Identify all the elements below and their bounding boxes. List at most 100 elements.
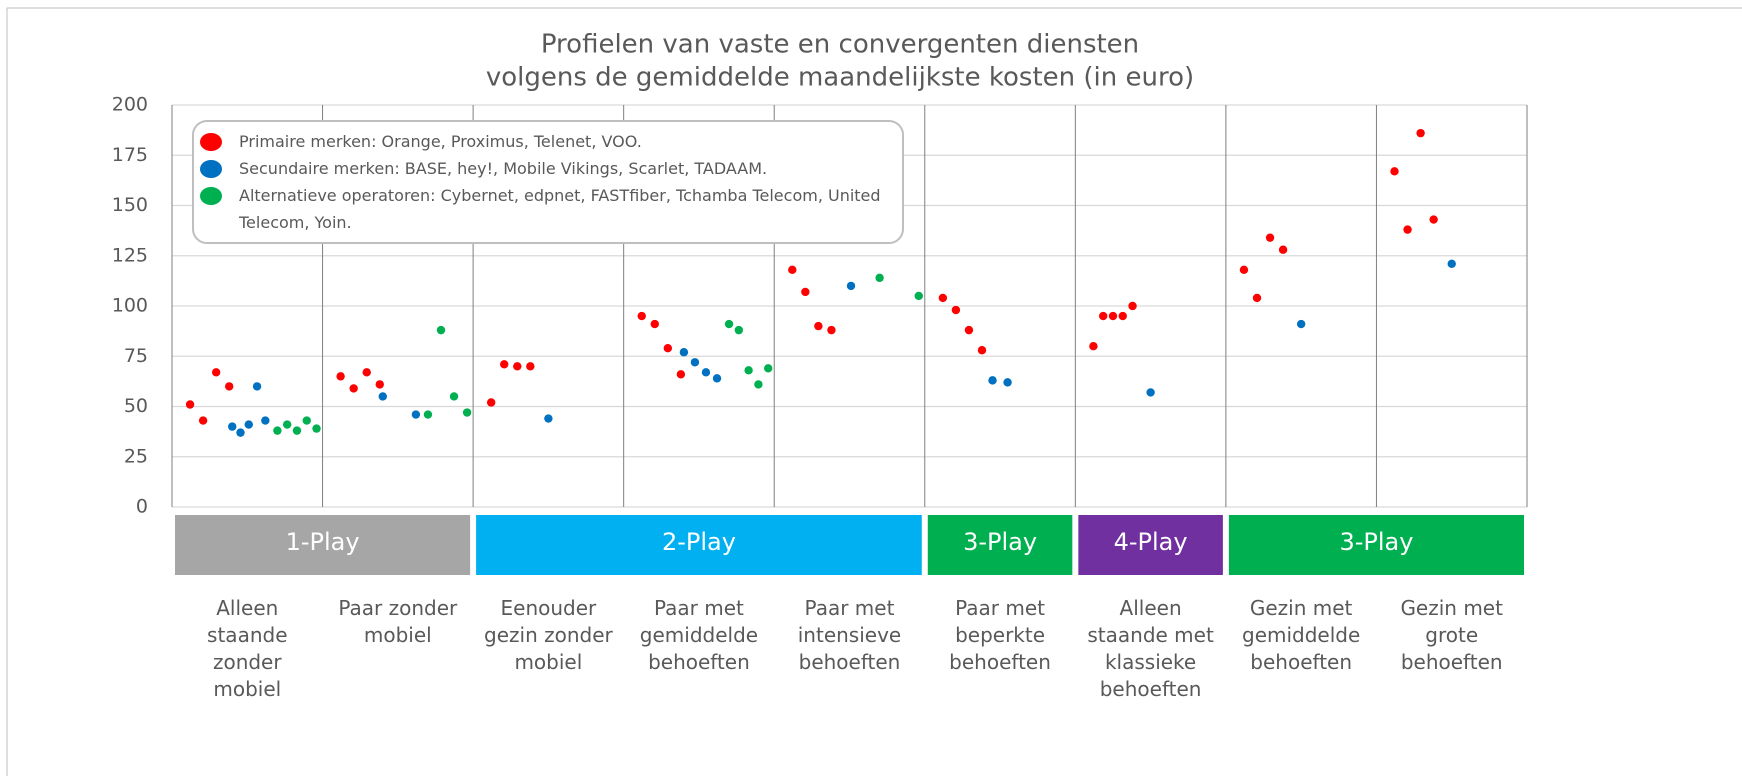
category-label: Eenouder gezin zonder mobiel [484,596,613,674]
point [252,382,262,391]
y-tick-label: 50 [124,395,148,417]
group-label: 2-Play [662,528,736,556]
group-bar [1228,515,1524,575]
point [244,420,253,429]
point [462,408,472,417]
legend-label: Primaire merken: Orange, Proximus, Telen… [239,132,642,151]
point [1003,378,1012,387]
point [1265,233,1275,242]
point [690,358,700,367]
point [423,410,433,419]
point [185,400,195,409]
point [1390,167,1399,176]
chart-title: volgens de gemiddelde maandelijkste kost… [486,63,1194,93]
point [273,426,282,435]
category-label: Alleen staande zonder mobiel [207,596,288,701]
point [701,368,711,377]
y-tick-label: 175 [112,144,148,166]
point [486,398,496,407]
point [1252,293,1262,303]
point [312,424,321,433]
y-tick-label: 75 [124,345,148,367]
point [964,325,974,335]
point [500,360,509,369]
category-label: Paar met gemiddelde behoeften [639,596,759,674]
point [1296,319,1306,329]
point [875,273,884,283]
point [827,325,836,335]
point [754,380,763,389]
group-label: 4-Play [1114,528,1188,556]
y-tick-label: 125 [112,244,148,266]
point [302,416,311,425]
point [211,368,221,377]
group-label: 3-Play [1339,528,1413,556]
point [1108,311,1118,321]
point [544,414,553,423]
group-label: 1-Play [286,528,360,556]
point [637,311,646,321]
point [449,392,459,401]
point [801,287,810,297]
category-label: Gezin met grote behoeften [1400,596,1503,674]
point [1089,342,1098,351]
legend-swatch [200,133,222,151]
legend-swatch [200,160,222,178]
point [914,291,923,301]
category-label: Paar met intensieve behoeften [797,596,902,674]
point [744,366,753,375]
group-bar [927,515,1073,575]
point [1128,301,1137,311]
point [788,265,797,275]
point [663,344,673,353]
point [650,319,659,329]
point [814,321,823,331]
y-tick-label: 0 [136,496,148,518]
legend-swatch [200,187,222,205]
point [679,348,689,357]
point [282,420,292,429]
point [988,376,997,385]
point [336,372,345,381]
point [1239,265,1249,275]
point [378,392,387,401]
point [764,364,773,373]
y-tick-label: 200 [112,94,148,116]
category-label: Gezin met gemiddelde behoeften [1242,596,1361,674]
point [228,422,237,431]
point [1146,388,1155,397]
point [292,426,302,435]
category-label: Alleen staande met klassieke behoeften [1087,596,1214,701]
point [1416,128,1425,138]
point [1447,259,1456,268]
point [846,281,856,291]
point [712,374,722,383]
point [436,325,446,335]
group-bar [1078,515,1223,575]
chart-title: Profielen van vaste en convergenten dien… [541,30,1139,60]
y-tick-label: 25 [124,445,148,467]
legend-label: Alternatieve operatoren: Cybernet, edpne… [239,186,881,232]
category-label: Paar zonder mobiel [338,596,458,647]
point [236,428,245,437]
point [225,382,234,391]
point [938,293,948,303]
group-bar [476,515,922,575]
point [1403,225,1412,234]
legend-box [192,120,904,244]
point [513,362,522,371]
point [362,368,371,377]
category-label: Paar met beperkte behoeften [949,596,1051,674]
group-label: 3-Play [963,528,1037,556]
y-tick-label: 100 [112,295,148,317]
point [1429,215,1438,224]
point [951,305,961,315]
point [198,416,208,425]
point [734,325,744,335]
point [724,319,734,329]
group-bar [175,515,471,575]
point [349,384,358,393]
legend-label: Secundaire merken: BASE, hey!, Mobile Vi… [239,159,768,178]
